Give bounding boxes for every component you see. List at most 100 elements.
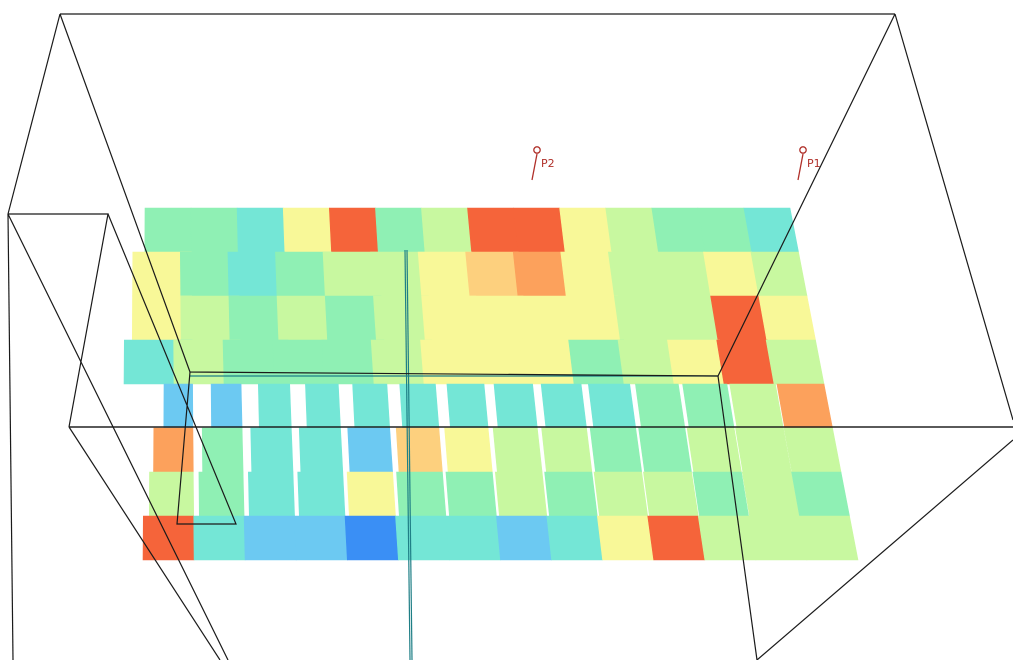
probe-marker-p2[interactable]: P2: [531, 146, 555, 181]
heatmap-cell: [655, 251, 713, 297]
probe-label: P2: [541, 157, 555, 170]
heatmap-surface: [123, 207, 859, 561]
heatmap-cell: [375, 207, 426, 253]
axis-line: [404, 249, 411, 660]
heatmap-cell: [741, 471, 800, 517]
heatmap-cell: [662, 295, 720, 341]
heatmap-cell: [635, 383, 686, 429]
heatmap-cell: [638, 427, 692, 473]
heatmap-cell: [798, 515, 859, 561]
heatmap-cell: [247, 471, 295, 517]
heatmap-cell: [153, 427, 194, 473]
heatmap-cell: [596, 515, 655, 561]
heatmap-cell: [346, 471, 396, 517]
heatmap-cell: [198, 471, 245, 517]
heatmap-cell: [697, 207, 753, 253]
axis-line: [406, 249, 413, 660]
wireframe-edge: [59, 13, 896, 377]
heatmap-cell: [352, 383, 391, 429]
heatmap-cell: [282, 207, 332, 253]
heatmap-cell: [297, 471, 346, 517]
wireframe-edge: [894, 13, 1013, 421]
heatmap-cell: [589, 427, 643, 473]
heatmap-cell: [776, 383, 833, 429]
heatmap-cell: [446, 383, 489, 429]
heatmap-cell: [540, 383, 587, 429]
heatmap-cell: [697, 515, 757, 561]
wireframe-edge: [7, 213, 14, 660]
heatmap-cell: [257, 383, 292, 429]
heatmap-cell: [643, 471, 699, 517]
heatmap-cell: [190, 207, 239, 253]
heatmap-cell: [210, 383, 243, 429]
probe-marker-p1[interactable]: P1: [797, 146, 821, 181]
heatmap-cell: [236, 207, 286, 253]
heatmap-cell: [541, 427, 593, 473]
heatmap-cell: [347, 427, 393, 473]
heatmap-cell: [144, 207, 192, 253]
probe-pin-icon: [533, 146, 541, 154]
heatmap-cell: [587, 383, 637, 429]
heatmap-cell: [758, 295, 816, 341]
heatmap-cell: [395, 515, 450, 561]
wireframe-edge: [107, 213, 237, 525]
heatmap-cell: [328, 207, 379, 253]
heatmap-cell: [492, 427, 543, 473]
heatmap-cell: [593, 471, 649, 517]
wireframe-edge: [756, 439, 1013, 660]
heatmap-cell: [243, 515, 297, 561]
heatmap-cell: [613, 295, 673, 341]
heatmap-cell: [201, 427, 244, 473]
heatmap-cell: [748, 515, 808, 561]
axis-lines: [190, 249, 718, 660]
probe-markers: P2 P1: [531, 146, 821, 181]
heatmap-cell: [445, 515, 501, 561]
heatmap-cell: [148, 471, 195, 517]
probe-label: P1: [807, 157, 821, 170]
heatmap-cell: [294, 515, 348, 561]
heatmap-cell: [467, 207, 519, 253]
wireframe-edge: [8, 213, 109, 428]
heatmap-cell: [395, 427, 443, 473]
heatmap-cell: [729, 383, 784, 429]
heatmap-cell: [765, 339, 825, 385]
heatmap-cell: [605, 207, 659, 253]
heatmap-cell: [651, 207, 706, 253]
heatmap-cell: [305, 383, 341, 429]
heatmap-cell: [344, 515, 399, 561]
heatmap-cell: [544, 471, 598, 517]
heatmap-cell: [421, 207, 472, 253]
heatmap-cell: [493, 383, 538, 429]
wireframe-edge: [68, 426, 221, 660]
heatmap-cell: [607, 251, 666, 297]
heatmap-cell: [250, 427, 294, 473]
heatmap-cell: [546, 515, 603, 561]
heatmap-cell: [735, 427, 792, 473]
heatmap-cell: [559, 207, 613, 253]
heatmap-cell: [703, 251, 761, 297]
heatmap-cell: [682, 383, 735, 429]
probe-pin-icon: [797, 153, 804, 181]
heatmap-cell: [513, 207, 566, 253]
wireframe-edge: [717, 375, 758, 660]
heatmap-cell: [444, 427, 493, 473]
heatmap-cell: [686, 427, 742, 473]
heatmap-cell: [298, 427, 344, 473]
heatmap-cell: [783, 427, 842, 473]
probe-pin-icon: [531, 153, 538, 181]
heatmap-cell: [743, 207, 799, 253]
probe-pin-icon: [799, 146, 807, 154]
heatmap-cell: [647, 515, 706, 561]
heatmap-cell: [692, 471, 749, 517]
heatmap-cell: [445, 471, 497, 517]
heatmap-cell: [193, 515, 246, 561]
heatmap-cell: [791, 471, 850, 517]
heatmap-cell: [496, 515, 552, 561]
heatmap-cell: [750, 251, 808, 297]
room-wireframe: [7, 13, 1013, 660]
heatmap-cell: [494, 471, 548, 517]
heatmap-cell: [399, 383, 440, 429]
heatmap-cell: [396, 471, 447, 517]
